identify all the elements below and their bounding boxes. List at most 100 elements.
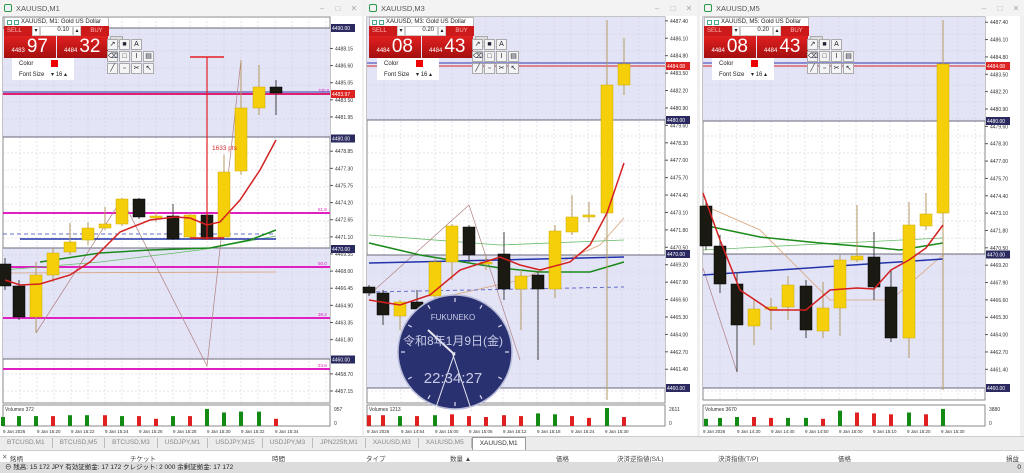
chart-tab[interactable]: BTCUSD,M5	[53, 438, 106, 448]
col-price-current[interactable]: 価格	[838, 456, 851, 463]
font-size-down[interactable]: ▾	[751, 72, 756, 78]
col-tp[interactable]: 決済指値(T/P)	[718, 456, 759, 463]
eraser-icon[interactable]: ⌫	[807, 51, 818, 62]
rectangle-tool-icon[interactable]: □	[484, 51, 495, 62]
lot-size-input[interactable]: 0.20	[405, 26, 438, 36]
scissors-icon[interactable]: ✂	[831, 63, 842, 74]
square-small-icon[interactable]: ▫	[819, 63, 830, 74]
font-size-up[interactable]: ▴	[427, 72, 433, 78]
scissors-icon[interactable]: ✂	[131, 63, 142, 74]
bid-price-button[interactable]: 4484 08	[704, 36, 756, 58]
square-small-icon[interactable]: ▫	[484, 63, 495, 74]
color-swatch[interactable]	[751, 60, 758, 67]
col-ticket[interactable]: チケット	[130, 456, 156, 463]
sell-button[interactable]: SELL	[369, 26, 397, 36]
cursor-icon[interactable]: ↖	[508, 63, 519, 74]
text-tool-icon[interactable]: A	[831, 39, 842, 50]
close-button[interactable]: ✕	[350, 3, 358, 13]
time-axis-label: 9 Jan 15:20	[907, 429, 931, 434]
trendline-icon[interactable]: ╱	[472, 63, 483, 74]
vertical-line-icon[interactable]: I	[831, 51, 842, 62]
eraser-icon[interactable]: ⌫	[472, 51, 483, 62]
lot-decrease-button[interactable]: ▾	[32, 26, 40, 36]
chart-tab[interactable]: BTCUSD,M3	[105, 438, 158, 448]
text-tool-icon[interactable]: A	[496, 39, 507, 50]
color-swatch[interactable]	[416, 60, 423, 67]
chart-tab[interactable]: USDJPY,M15	[208, 438, 263, 448]
lot-increase-button[interactable]: ▴	[773, 26, 781, 36]
col-time[interactable]: 時間	[272, 456, 285, 463]
minimize-button[interactable]: –	[981, 3, 987, 13]
color-swatch[interactable]	[51, 60, 58, 67]
vertical-line-icon[interactable]: I	[131, 51, 142, 62]
minimize-button[interactable]: –	[319, 3, 325, 13]
chart-tab[interactable]: USDJPY,M1	[158, 438, 209, 448]
lot-decrease-button[interactable]: ▾	[732, 26, 740, 36]
sell-button[interactable]: SELL	[704, 26, 732, 36]
col-symbol[interactable]: 銘柄	[10, 456, 23, 463]
ask-price-button[interactable]: 4484 43	[756, 36, 808, 58]
col-sl[interactable]: 決済逆指値(S/L)	[617, 456, 664, 463]
arrow-tool-icon[interactable]: ↗	[807, 39, 818, 50]
trash-icon[interactable]: ▤	[143, 51, 154, 62]
lot-size-input[interactable]: 0.20	[740, 26, 773, 36]
maximize-button[interactable]: □	[670, 3, 676, 13]
bid-price-button[interactable]: 4483 97	[4, 36, 56, 58]
rectangle-fill-icon[interactable]: ■	[119, 39, 130, 50]
time-axis-label: 9 Jan 2026	[3, 429, 26, 434]
chart-tab[interactable]: XAUUSD,M1	[471, 436, 526, 450]
chart-tab[interactable]: BTCUSD,M1	[0, 438, 53, 448]
maximize-button[interactable]: □	[335, 3, 341, 13]
maximize-button[interactable]: □	[997, 3, 1003, 13]
close-terminal-icon[interactable]: ✕	[2, 454, 8, 461]
col-type[interactable]: タイプ	[366, 456, 386, 463]
lot-size-input[interactable]: 0.10	[40, 26, 73, 36]
window-titlebar-m5[interactable]: XAUUSD,M5 – □ ✕	[700, 0, 1024, 16]
cursor-icon[interactable]: ↖	[843, 63, 854, 74]
ask-price-button[interactable]: 4484 32	[56, 36, 108, 58]
sell-button[interactable]: SELL	[4, 26, 32, 36]
font-size-up[interactable]: ▴	[762, 72, 768, 78]
lot-increase-button[interactable]: ▴	[438, 26, 446, 36]
zigzag-line	[368, 204, 521, 361]
arrow-tool-icon[interactable]: ↗	[472, 39, 483, 50]
trendline-icon[interactable]: ╱	[107, 63, 118, 74]
vertical-line-icon[interactable]: I	[496, 51, 507, 62]
window-titlebar-m3[interactable]: XAUUSD,M3 – □ ✕	[365, 0, 697, 16]
square-small-icon[interactable]: ▫	[119, 63, 130, 74]
window-titlebar-m1[interactable]: XAUUSD,M1 – □ ✕	[0, 0, 362, 16]
rectangle-tool-icon[interactable]: □	[819, 51, 830, 62]
chart-tab[interactable]: USDJPY,M3	[263, 438, 314, 448]
col-volume[interactable]: 数量 ▲	[450, 456, 472, 463]
ask-price-button[interactable]: 4484 43	[421, 36, 473, 58]
rectangle-tool-icon[interactable]: □	[119, 51, 130, 62]
col-profit[interactable]: 損益	[1006, 456, 1019, 463]
buy-button[interactable]: BUY	[446, 26, 474, 36]
buy-button[interactable]: BUY	[781, 26, 809, 36]
font-size-up[interactable]: ▴	[62, 72, 68, 78]
minimize-button[interactable]: –	[654, 3, 660, 13]
lot-decrease-button[interactable]: ▾	[397, 26, 405, 36]
rectangle-fill-icon[interactable]: ■	[819, 39, 830, 50]
chart-tab[interactable]: XAUUSD,M5	[419, 438, 472, 448]
trash-icon[interactable]: ▤	[508, 51, 519, 62]
text-tool-icon[interactable]: A	[131, 39, 142, 50]
trash-icon[interactable]: ▤	[843, 51, 854, 62]
font-size-down[interactable]: ▾	[51, 72, 56, 78]
bid-price-button[interactable]: 4484 08	[369, 36, 421, 58]
scissors-icon[interactable]: ✂	[496, 63, 507, 74]
rectangle-fill-icon[interactable]: ■	[484, 39, 495, 50]
eraser-icon[interactable]: ⌫	[107, 51, 118, 62]
lot-increase-button[interactable]: ▴	[73, 26, 81, 36]
arrow-tool-icon[interactable]: ↗	[107, 39, 118, 50]
chart-tab[interactable]: XAUUSD,M3	[366, 438, 419, 448]
chart-tab[interactable]: JPN225ft,M1	[313, 438, 366, 448]
trendline-icon[interactable]: ╱	[807, 63, 818, 74]
close-button[interactable]: ✕	[685, 3, 693, 13]
cursor-icon[interactable]: ↖	[143, 63, 154, 74]
close-button[interactable]: ✕	[1012, 3, 1020, 13]
buy-button[interactable]: BUY	[81, 26, 109, 36]
col-price[interactable]: 価格	[556, 456, 569, 463]
font-size-down[interactable]: ▾	[416, 72, 421, 78]
